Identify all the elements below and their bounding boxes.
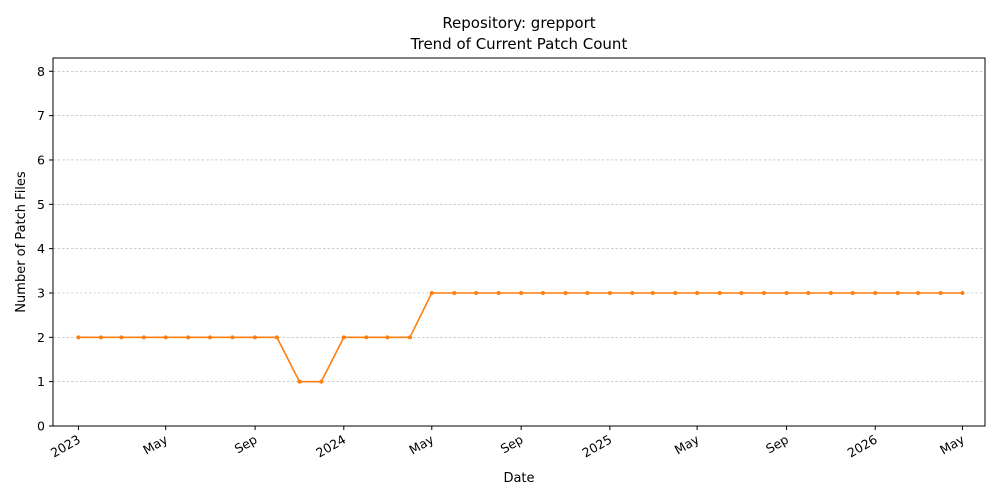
data-point [850, 290, 855, 295]
y-tick-label: 4 [37, 241, 45, 256]
x-tick-label: May [406, 431, 436, 457]
data-point [739, 290, 744, 295]
data-point [341, 335, 346, 340]
x-tick-label: Sep [763, 432, 791, 457]
plot-frame [52, 57, 986, 427]
y-axis-label: Number of Patch Files [14, 171, 29, 313]
data-point [385, 335, 390, 340]
x-tick-label: 2026 [845, 432, 880, 461]
data-point [364, 335, 369, 340]
data-point [274, 335, 279, 340]
data-point [253, 335, 258, 340]
y-tick-label: 0 [37, 419, 45, 434]
data-point [630, 290, 635, 295]
x-tick-label: 2024 [313, 432, 348, 461]
data-point [429, 290, 434, 295]
data-point [585, 290, 590, 295]
data-point [407, 335, 412, 340]
data-point [563, 290, 568, 295]
x-tick-label: Sep [232, 432, 260, 457]
y-tick-label: 5 [37, 197, 45, 212]
x-tick-label: May [937, 431, 967, 457]
data-point [76, 335, 81, 340]
x-axis-ticks: 2023 May Sep 2024 May Sep 2025 May Sep 2026 May [48, 426, 967, 461]
x-tick-label: 2025 [579, 432, 614, 461]
x-axis-label: Date [503, 471, 534, 486]
data-point [806, 290, 811, 295]
data-point [186, 335, 191, 340]
data-point [98, 335, 103, 340]
data-point [607, 290, 612, 295]
data-point [540, 290, 545, 295]
data-point [916, 290, 921, 295]
data-point [761, 290, 766, 295]
data-point [717, 290, 722, 295]
y-axis-ticks: 0 1 2 3 4 5 6 7 8 [37, 64, 53, 434]
x-tick-label: 2023 [48, 432, 83, 461]
x-tick-label: Sep [498, 432, 526, 457]
data-point [163, 335, 168, 340]
data-point [960, 290, 965, 295]
data-point [474, 290, 479, 295]
data-point [873, 290, 878, 295]
data-point [519, 290, 524, 295]
data-point [938, 290, 943, 295]
data-point [319, 379, 324, 384]
data-point [452, 290, 457, 295]
data-point [208, 335, 213, 340]
y-tick-label: 7 [37, 108, 45, 123]
data-point [695, 290, 700, 295]
data-point [230, 335, 235, 340]
data-point [673, 290, 678, 295]
series-layer [76, 290, 965, 384]
x-tick-label: May [672, 431, 702, 457]
data-point [650, 290, 655, 295]
y-tick-label: 6 [37, 152, 45, 167]
data-point [895, 290, 900, 295]
data-point [141, 335, 146, 340]
y-tick-label: 8 [37, 64, 45, 79]
chart-title: Repository: grepport [442, 14, 595, 32]
data-point [119, 335, 124, 340]
y-tick-label: 1 [37, 374, 45, 389]
gridlines [53, 71, 985, 427]
y-tick-label: 2 [37, 330, 45, 345]
data-point [297, 379, 302, 384]
data-point [496, 290, 501, 295]
y-tick-label: 3 [37, 285, 45, 300]
chart-subtitle: Trend of Current Patch Count [410, 35, 628, 53]
data-point [828, 290, 833, 295]
x-tick-label: May [140, 431, 170, 457]
data-point [784, 290, 789, 295]
